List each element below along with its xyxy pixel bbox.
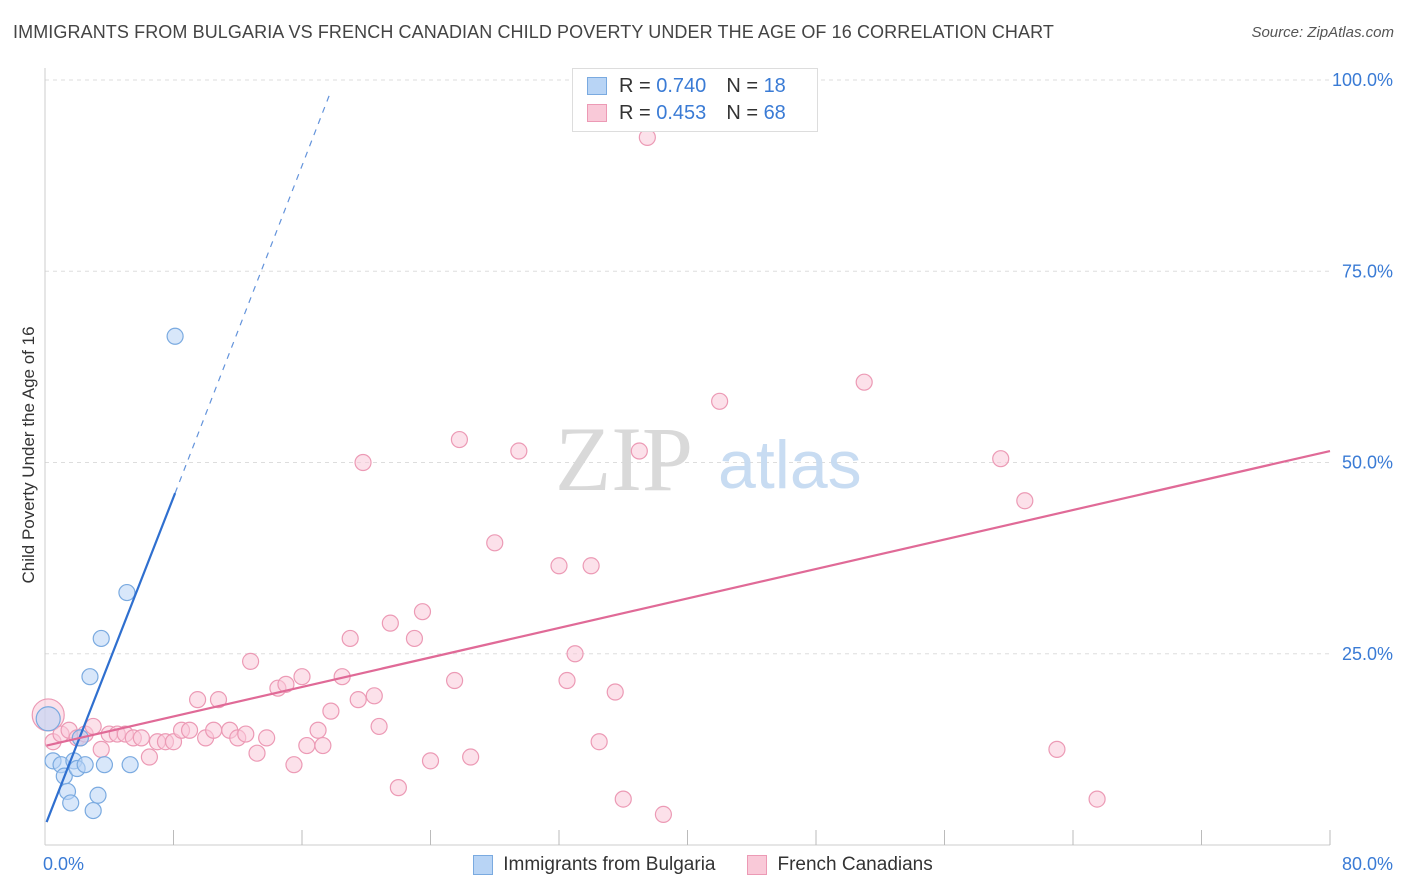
french-canadians-point	[582, 557, 600, 575]
bulgaria-point	[81, 668, 99, 686]
french-canadians-point	[630, 442, 648, 460]
french-canadians-point	[614, 790, 632, 808]
french-canadians-point	[486, 534, 504, 552]
y-tick-label: 100.0%	[1332, 70, 1393, 90]
series-legend: Immigrants from Bulgaria French Canadian…	[0, 852, 1406, 878]
legend-label: Immigrants from Bulgaria	[503, 854, 716, 875]
bulgaria-point	[95, 756, 114, 774]
french-canadians-point	[354, 453, 372, 472]
legend-n-label: N =	[726, 101, 758, 124]
french-canadians-point	[462, 748, 480, 766]
french-canadians-point	[992, 450, 1010, 468]
legend-swatch-blue	[587, 77, 607, 95]
french-canadians-point	[654, 805, 673, 824]
french-canadians-point	[413, 603, 432, 621]
legend-r-value: 0.453	[656, 101, 707, 124]
bulgaria-point	[118, 583, 136, 602]
french-canadians-point	[445, 671, 464, 690]
legend-n-value: 18	[763, 74, 786, 97]
french-canadians-point	[84, 717, 102, 736]
french-canadians-point	[293, 668, 311, 686]
legend-row-bulgaria: R = 0.740 N = 18	[587, 73, 786, 99]
french-canadians-point	[365, 687, 383, 705]
bulgaria-point	[84, 801, 102, 820]
legend-swatch-pink	[747, 855, 768, 875]
x-tick-label: 80.0%	[1342, 854, 1393, 874]
correlation-legend: R = 0.740 N = 18 R = 0.453 N = 68	[572, 68, 818, 132]
y-axis-label: Child Poverty Under the Age of 16	[19, 326, 38, 584]
french-canadians-point	[322, 702, 340, 720]
french-canadians-point	[309, 721, 327, 739]
french-canadians-point	[1016, 492, 1034, 510]
french-canadians-point	[258, 729, 276, 747]
legend-n-value: 68	[763, 101, 786, 124]
french-canadians-point	[314, 736, 332, 755]
watermark: ZIP atlas	[555, 408, 862, 510]
x-tick-label: 0.0%	[43, 854, 84, 874]
bulgaria-trend-extension	[174, 95, 330, 494]
french-canadians-point	[188, 691, 207, 709]
bulgaria-point	[62, 794, 80, 812]
legend-r-label: R =	[619, 101, 651, 124]
gridlines	[45, 79, 1330, 655]
y-tick-label: 50.0%	[1342, 453, 1393, 473]
watermark-atlas: atlas	[718, 427, 862, 503]
french-canadians-point	[209, 691, 228, 709]
tick-labels: 25.0% 50.0% 75.0% 100.0% 0.0% 80.0%	[43, 70, 1393, 874]
trend-lines	[45, 95, 1331, 823]
legend-n-label: N =	[726, 74, 758, 97]
bulgaria-point	[89, 786, 107, 804]
french-canadians-point	[381, 614, 399, 632]
legend-row-french-canadians: R = 0.453 N = 68	[587, 100, 786, 126]
bulgaria-trend-line	[45, 492, 177, 823]
bulgaria-point	[76, 756, 94, 774]
legend-swatch-blue	[473, 855, 494, 875]
french-canadians-point	[558, 671, 576, 690]
french-canadians-point	[140, 748, 159, 766]
french-canadians-point	[298, 736, 316, 755]
french-canadians-point	[606, 683, 624, 701]
bulgaria-point	[121, 756, 139, 774]
y-tick-label: 25.0%	[1342, 644, 1393, 664]
french-canadians-point	[341, 629, 359, 648]
french-canadians-point	[566, 645, 584, 663]
chart-title: IMMIGRANTS FROM BULGARIA VS FRENCH CANAD…	[13, 22, 1055, 42]
french-canadians-point	[1088, 790, 1106, 808]
watermark-zip: ZIP	[555, 408, 693, 510]
french-canadians-point	[370, 717, 388, 736]
french-canadians-point	[711, 392, 729, 410]
french-canadians-point	[242, 652, 260, 671]
legend-item-bulgaria[interactable]: Immigrants from Bulgaria	[473, 854, 715, 876]
source-credit: Source: ZipAtlas.com	[1251, 24, 1394, 41]
french-canadians-point	[421, 752, 440, 770]
bulgaria-point	[92, 629, 110, 648]
french-canadians-point	[205, 721, 223, 739]
legend-label: French Canadians	[777, 854, 933, 875]
legend-swatch-pink	[587, 104, 607, 122]
french-canadians-point	[248, 744, 266, 762]
legend-r-value: 0.740	[656, 74, 707, 97]
french-canadians-point	[285, 756, 303, 774]
french-canadians-point	[389, 779, 407, 797]
french-canadians-point	[550, 557, 568, 575]
french-canadians-point	[450, 430, 469, 449]
french-canadians-point	[510, 442, 528, 460]
french-canadians-point	[132, 729, 150, 747]
french-canadians-point	[1048, 740, 1066, 758]
french-canadians-point	[590, 733, 608, 751]
y-tick-label: 75.0%	[1342, 261, 1393, 281]
french-canadians-point	[92, 740, 110, 758]
french-canadians-point	[855, 373, 873, 391]
legend-r-label: R =	[619, 74, 651, 97]
french-canadians-point	[405, 629, 424, 648]
french-canadians-point	[180, 721, 199, 739]
french-canadians-point	[349, 691, 367, 709]
french-canadians-trend-line	[46, 449, 1331, 747]
french-canadians-point	[237, 725, 255, 743]
french-canadians-point	[277, 675, 295, 693]
legend-item-french-canadians[interactable]: French Canadians	[747, 854, 933, 876]
bulgaria-point	[166, 327, 184, 345]
bulgaria-point	[35, 706, 61, 732]
